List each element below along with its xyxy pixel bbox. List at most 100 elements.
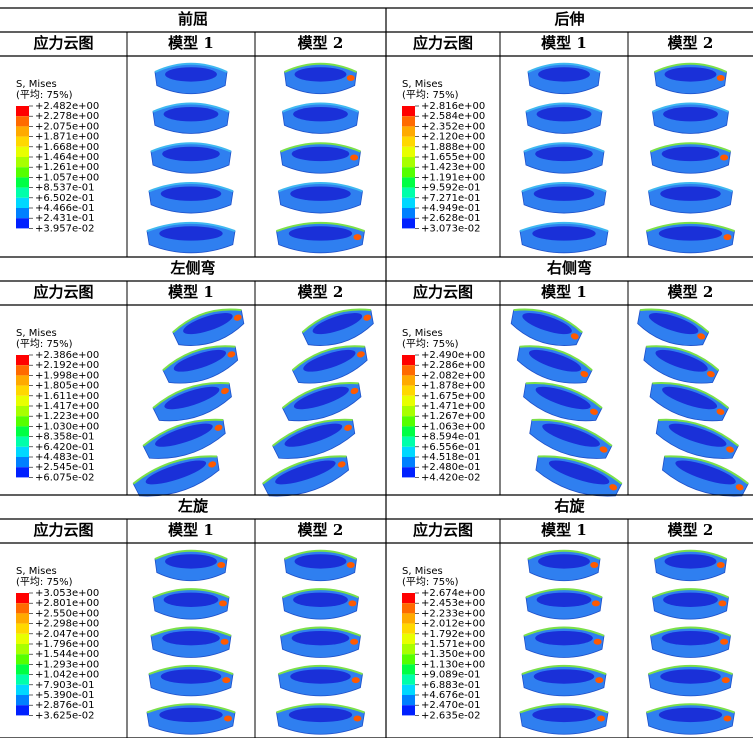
vertebra xyxy=(279,183,363,213)
color-band xyxy=(402,126,415,136)
vertebra xyxy=(155,64,227,94)
color-band xyxy=(402,593,415,603)
legend-subtitle: (平均: 75%) xyxy=(16,576,73,588)
color-band xyxy=(16,634,29,644)
vertebra-part xyxy=(162,631,220,645)
vertebra-part xyxy=(538,554,590,568)
vertebra xyxy=(300,302,378,353)
color-band xyxy=(402,208,415,218)
color-band xyxy=(402,447,415,457)
panel-title: 后伸 xyxy=(554,10,584,28)
vertebra xyxy=(639,339,721,391)
color-band xyxy=(16,654,29,664)
color-band xyxy=(402,467,415,477)
vertebra-part xyxy=(590,562,598,568)
vertebra-part xyxy=(289,708,352,722)
color-band xyxy=(402,664,415,674)
vertebra-part xyxy=(293,593,348,607)
legend-title: S, Mises xyxy=(16,328,57,339)
vertebra-part xyxy=(722,677,730,683)
vertebra-part xyxy=(660,669,720,683)
vertebra xyxy=(522,183,606,213)
color-band xyxy=(402,167,415,177)
color-band xyxy=(16,406,29,416)
color-band xyxy=(402,705,415,715)
vertebra-part xyxy=(159,226,222,240)
color-band xyxy=(402,416,415,426)
color-band xyxy=(402,613,415,623)
vertebra xyxy=(653,589,729,619)
color-band xyxy=(402,188,415,198)
color-band xyxy=(402,218,415,228)
vertebra-part xyxy=(350,155,358,161)
vertebra-part xyxy=(662,147,720,161)
vertebra-part xyxy=(723,715,731,721)
vertebra-part xyxy=(295,554,347,568)
vertebra-part xyxy=(595,677,603,683)
vertebra xyxy=(281,143,361,173)
vertebra-part xyxy=(161,187,221,201)
vertebra xyxy=(149,666,233,696)
color-band xyxy=(16,218,29,228)
vertebra-part xyxy=(663,593,718,607)
legend-value: +3.625e-02 xyxy=(35,710,95,721)
color-band xyxy=(16,116,29,126)
vertebra-part xyxy=(353,715,361,721)
color-band xyxy=(402,116,415,126)
vertebra-part xyxy=(659,708,722,722)
color-band xyxy=(402,157,415,167)
vertebra-part xyxy=(720,155,728,161)
vertebra-part xyxy=(295,67,347,81)
vertebra xyxy=(155,551,227,581)
vertebra xyxy=(153,104,229,134)
vertebra-part xyxy=(537,593,592,607)
vertebra-part xyxy=(161,669,221,683)
vertebra-part xyxy=(532,708,595,722)
color-band xyxy=(402,137,415,147)
legend-value: +3.073e-02 xyxy=(421,223,481,234)
legend-subtitle: (平均: 75%) xyxy=(16,338,73,350)
vertebra-part xyxy=(222,677,230,683)
column-header: 应力云图 xyxy=(413,283,473,301)
color-band xyxy=(402,106,415,116)
vertebra xyxy=(283,589,359,619)
legend-value: +2.635e-02 xyxy=(421,710,481,721)
color-band xyxy=(16,437,29,447)
legend-title: S, Mises xyxy=(402,328,443,339)
vertebra-part xyxy=(165,554,217,568)
vertebra-part xyxy=(221,639,229,645)
color-band xyxy=(16,593,29,603)
legend-value: +4.420e-02 xyxy=(421,472,481,483)
color-band xyxy=(16,695,29,705)
vertebra xyxy=(277,223,365,253)
vertebra-part xyxy=(293,107,348,121)
color-band xyxy=(402,675,415,685)
column-header: 模型 2 xyxy=(668,521,714,539)
vertebra-part xyxy=(660,187,720,201)
color-band xyxy=(16,426,29,436)
vertebra-part xyxy=(292,631,350,645)
color-band xyxy=(402,457,415,467)
vertebra-part xyxy=(290,187,350,201)
vertebra xyxy=(149,183,233,213)
vertebra xyxy=(655,64,727,94)
vertebra-part xyxy=(718,600,726,606)
vertebra xyxy=(151,627,231,657)
vertebra-part xyxy=(717,75,725,81)
color-band xyxy=(402,685,415,695)
column-header: 应力云图 xyxy=(413,521,473,539)
vertebra-part xyxy=(537,107,592,121)
legend-title: S, Mises xyxy=(16,79,57,90)
vertebra-part xyxy=(219,600,227,606)
column-header: 应力云图 xyxy=(33,34,93,52)
color-band xyxy=(16,447,29,457)
vertebra-part xyxy=(538,67,590,81)
color-band xyxy=(16,396,29,406)
column-header: 模型 1 xyxy=(541,34,587,52)
vertebra xyxy=(520,704,608,734)
color-band xyxy=(402,198,415,208)
vertebra-part xyxy=(289,226,352,240)
legend-subtitle: (平均: 75%) xyxy=(402,89,459,101)
vertebra xyxy=(507,302,585,353)
legend-title: S, Mises xyxy=(402,79,443,90)
